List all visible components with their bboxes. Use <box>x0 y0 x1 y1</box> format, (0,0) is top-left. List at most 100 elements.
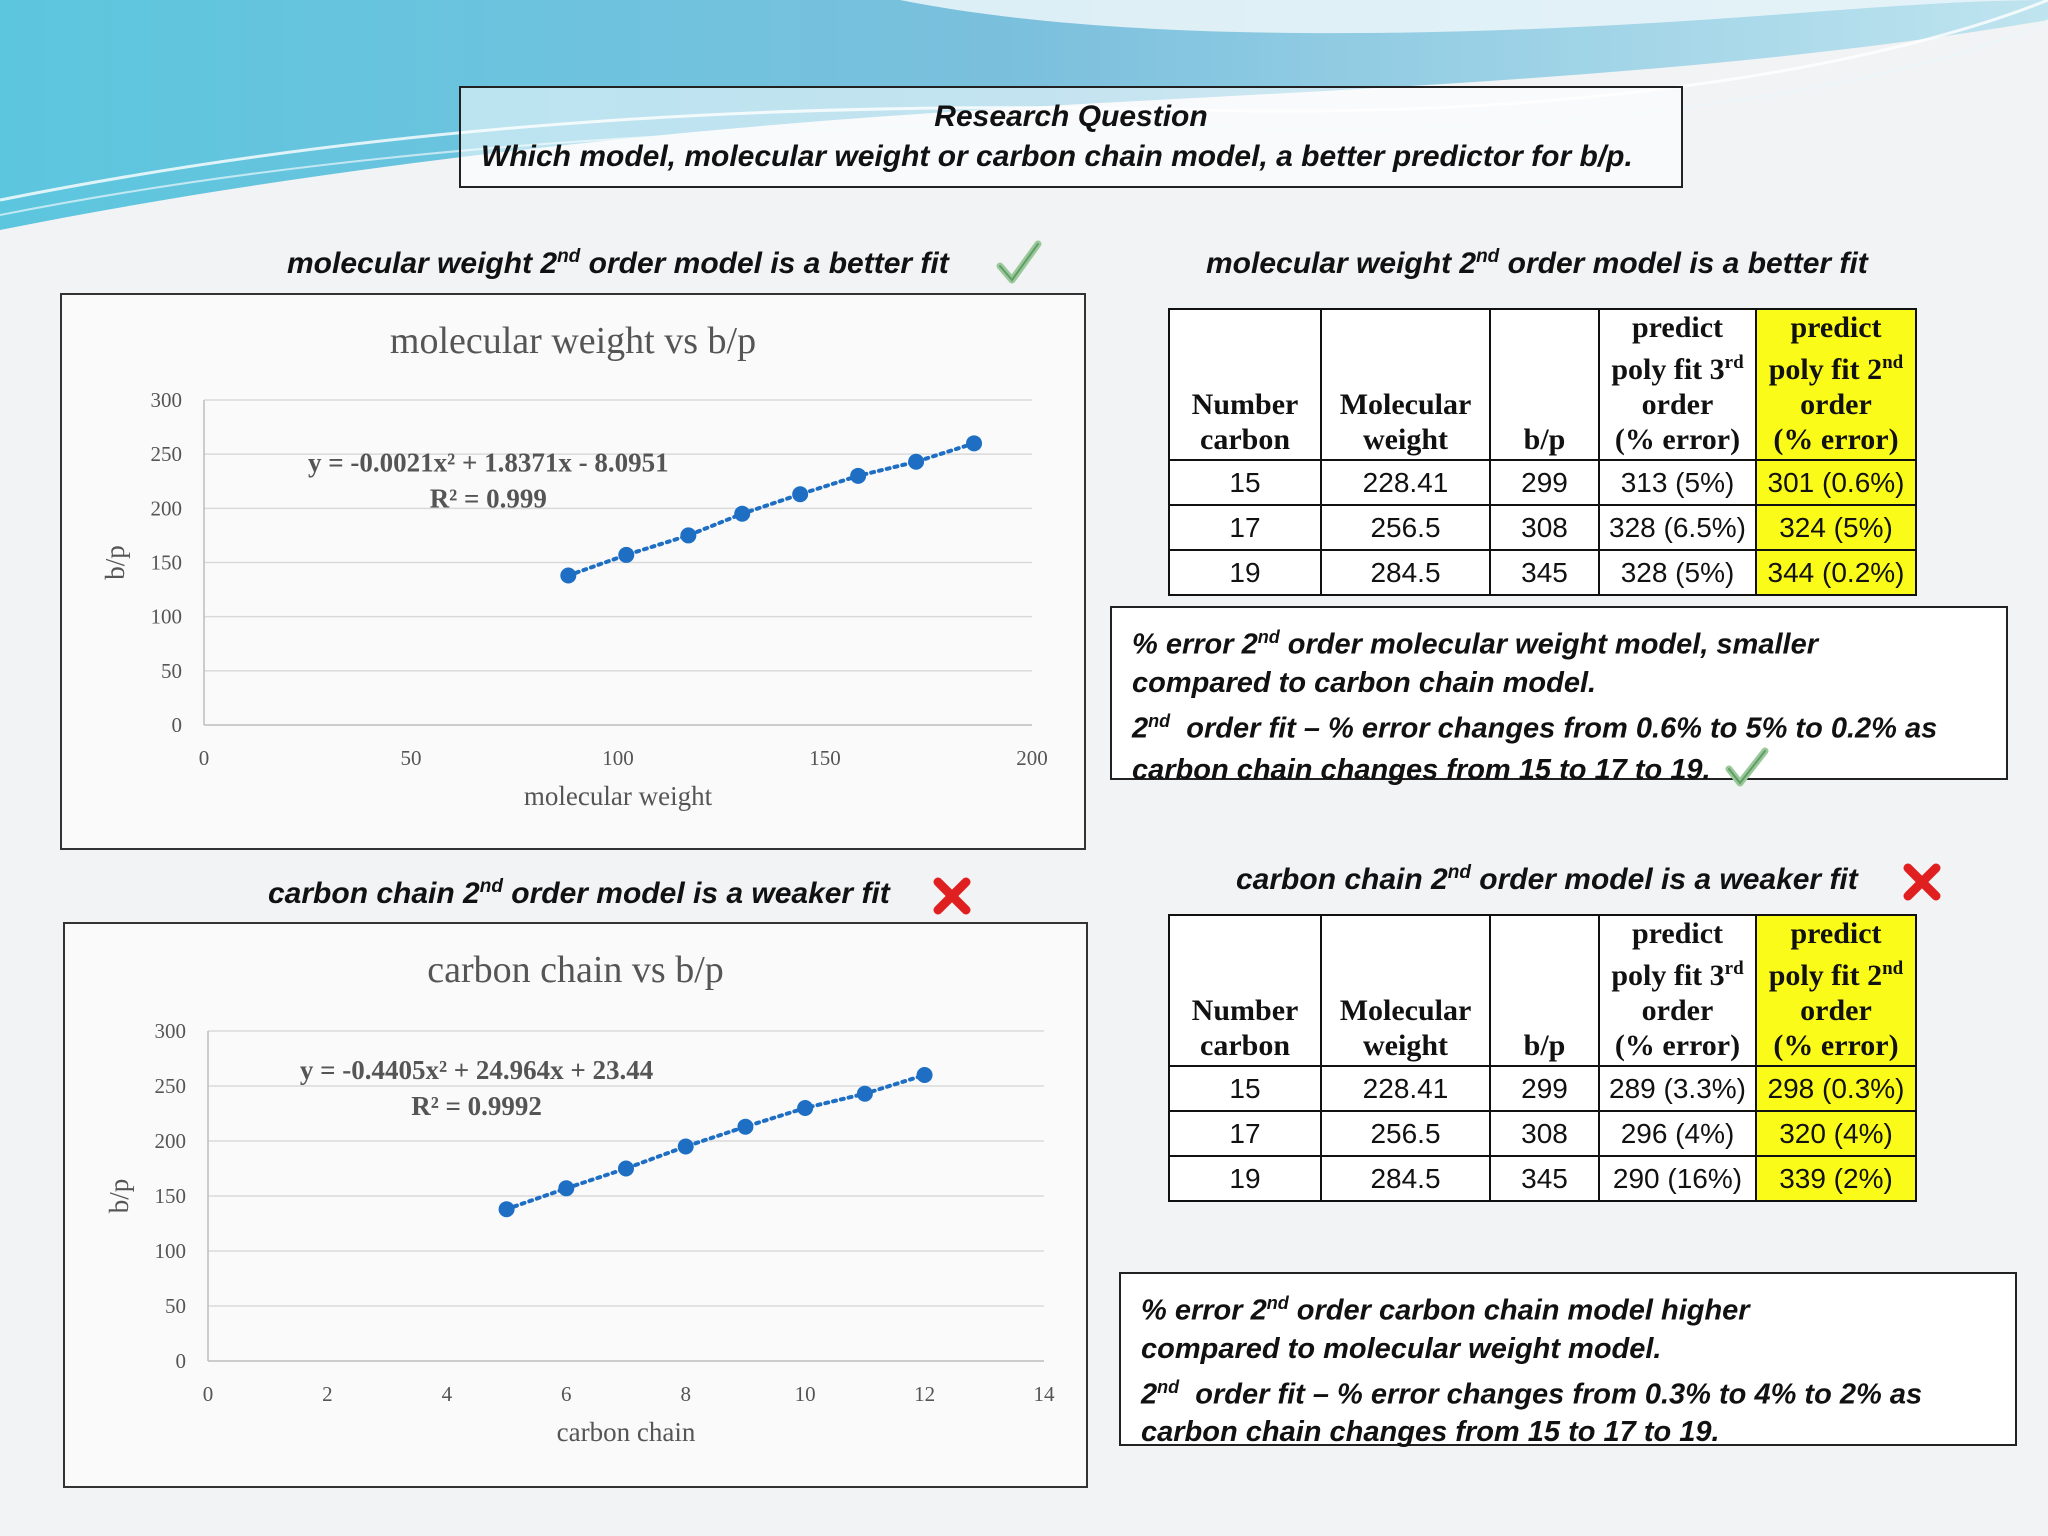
x-tick-label: 4 <box>442 1382 453 1406</box>
header-text: carbon <box>1200 423 1290 456</box>
header-number-carbon: Number carbon <box>1168 308 1322 461</box>
table-cell-highlight: 301 (0.6%) <box>1755 459 1917 506</box>
heading-sup: nd <box>1447 862 1471 883</box>
header-text: carbon <box>1200 1029 1290 1062</box>
x-tick-label: 10 <box>795 1382 816 1406</box>
research-question-box: Research Question Which model, molecular… <box>459 86 1683 188</box>
header-sup: nd <box>1882 352 1904 373</box>
y-tick-label: 0 <box>176 1349 187 1373</box>
header-text: Molecular <box>1339 994 1472 1027</box>
data-point <box>737 1118 754 1135</box>
x-tick-label: 0 <box>203 1382 214 1406</box>
note-line: compared to carbon chain model. <box>1132 666 1597 699</box>
trendline <box>566 441 977 578</box>
y-tick-label: 300 <box>151 388 183 412</box>
trendline <box>504 1073 927 1212</box>
table-cell: 17 <box>1168 504 1322 551</box>
header-text: order <box>1800 994 1872 1027</box>
note-text: order fit – % error changes from 0.6% to… <box>1170 712 1938 745</box>
header-text: predict <box>1631 917 1724 950</box>
check-icon <box>1725 747 1769 787</box>
y-tick-label: 200 <box>155 1129 187 1153</box>
chart-molecular-weight-frame: molecular weight vs b/p 0 50 100 150 200 250 30… <box>60 293 1086 850</box>
y-axis-label: b/p <box>104 1179 134 1214</box>
table-cell: 328 (6.5%) <box>1598 504 1757 551</box>
top-left-heading: molecular weight 2nd order model is a be… <box>287 246 949 281</box>
heading-sup: nd <box>557 246 581 267</box>
research-question-text: Which model, molecular weight or carbon … <box>481 140 1633 173</box>
table-cell: 299 <box>1489 1065 1600 1112</box>
heading-sup: nd <box>1476 246 1500 267</box>
data-point <box>734 505 751 522</box>
table-cell-highlight: 339 (2%) <box>1755 1155 1917 1202</box>
data-point <box>498 1201 515 1218</box>
y-tick-label: 250 <box>151 442 183 466</box>
data-point <box>850 467 867 484</box>
trendline-equation: y = -0.4405x² + 24.964x + 23.44 <box>300 1055 654 1085</box>
header-text: predict <box>1631 311 1724 344</box>
table-cell: 313 (5%) <box>1598 459 1757 506</box>
header-text: weight <box>1363 1029 1448 1062</box>
table-cell: 19 <box>1168 1155 1322 1202</box>
table-cell: 228.41 <box>1320 459 1491 506</box>
header-text: predict <box>1790 917 1882 950</box>
heading-text: molecular weight 2 <box>287 247 558 280</box>
table-cell: 308 <box>1489 504 1600 551</box>
data-point <box>916 1067 933 1083</box>
note-sup: nd <box>1266 1293 1289 1313</box>
header-sup: rd <box>1724 352 1744 373</box>
note-molecular-weight: % error 2nd order molecular weight model… <box>1110 606 2008 787</box>
note-text: 2 <box>1141 1378 1158 1411</box>
note-sup: nd <box>1148 710 1171 731</box>
data-point <box>792 486 809 503</box>
y-axis-label: b/p <box>100 545 130 580</box>
data-point <box>966 435 983 452</box>
data-point <box>618 546 635 563</box>
header-text: Number <box>1191 994 1299 1027</box>
table-row: 19 284.5 345 328 (5%) 344 (0.2%) <box>1168 549 1917 596</box>
note-text: % error 2 <box>1141 1294 1267 1327</box>
table-cell: 345 <box>1489 549 1600 596</box>
y-tick-label: 0 <box>172 713 183 737</box>
header-text: poly fit 2 <box>1768 959 1883 992</box>
note-line: compared to molecular weight model. <box>1141 1332 1662 1365</box>
x-tick-label: 8 <box>680 1382 691 1406</box>
header-text: order <box>1641 388 1714 421</box>
table-cell: 15 <box>1168 459 1322 506</box>
table-cell: 228.41 <box>1320 1065 1491 1112</box>
table-cell: 17 <box>1168 1110 1322 1157</box>
x-axis-label: molecular weight <box>524 781 713 811</box>
heading-text: carbon chain 2 <box>268 877 480 910</box>
header-text: poly fit 2 <box>1768 353 1883 386</box>
check-icon <box>996 240 1042 284</box>
x-tick-label: 150 <box>809 746 841 770</box>
x-tick-label: 12 <box>914 1382 935 1406</box>
y-tick-label: 50 <box>161 659 182 683</box>
trendline-r-squared: R² = 0.9992 <box>411 1091 542 1121</box>
bottom-right-heading: carbon chain 2nd order model is a weaker… <box>1236 862 1858 897</box>
table-cell: 328 (5%) <box>1598 549 1757 596</box>
note-line: carbon chain changes from 15 to 17 to 19… <box>1141 1416 1720 1449</box>
header-text: (% error) <box>1773 1029 1899 1062</box>
table-cell-highlight: 344 (0.2%) <box>1755 549 1917 596</box>
chart-title: carbon chain vs b/p <box>427 949 724 991</box>
note-text: order molecular weight model, smaller <box>1279 628 1819 661</box>
header-text: poly fit 3 <box>1611 959 1725 992</box>
header-text: (% error) <box>1773 423 1899 456</box>
data-point <box>618 1160 634 1177</box>
table-cell: 345 <box>1489 1155 1600 1202</box>
heading-text: order model is a better fit <box>580 247 949 280</box>
table-cell: 15 <box>1168 1065 1322 1112</box>
note-line: 2nd order fit – % error changes from 0.3… <box>1141 1368 1995 1414</box>
data-point <box>797 1100 814 1116</box>
note-text: 2 <box>1132 712 1149 745</box>
x-tick-label: 0 <box>199 746 210 770</box>
note-sup: nd <box>1157 1376 1180 1397</box>
table-row: 17 256.5 308 296 (4%) 320 (4%) <box>1168 1110 1917 1157</box>
top-right-heading: molecular weight 2nd order model is a be… <box>1206 246 1868 281</box>
note-text: carbon chain changes from 15 to 17 to 19… <box>1132 754 1711 787</box>
data-point <box>558 1180 575 1197</box>
table-cell: 256.5 <box>1320 1110 1491 1157</box>
x-tick-label: 6 <box>561 1382 572 1406</box>
note-line: carbon chain changes from 15 to 17 to 19… <box>1132 747 1986 789</box>
